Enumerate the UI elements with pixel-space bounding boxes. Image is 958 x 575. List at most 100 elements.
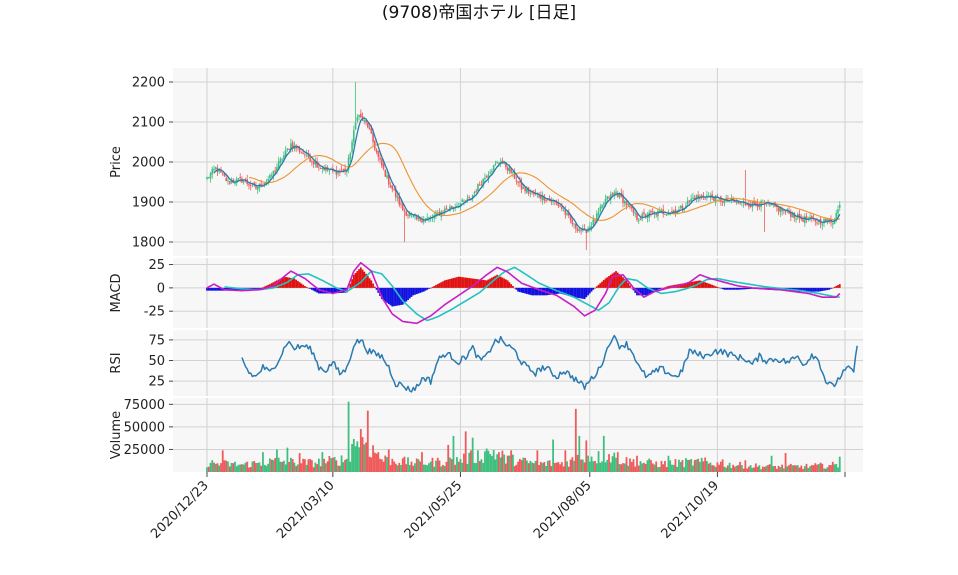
volume-bar: [685, 458, 687, 472]
volume-bar: [583, 462, 586, 472]
macd-hist-bar: [400, 287, 402, 305]
candle-body: [401, 203, 404, 211]
candle: [407, 213, 409, 219]
volume-bar: [545, 465, 548, 472]
volume-bar: [767, 464, 769, 472]
volume-bar: [566, 461, 568, 472]
candle-body: [735, 201, 738, 204]
macd-hist-bar: [510, 284, 513, 288]
volume-bar: [295, 466, 298, 472]
candle-body: [828, 219, 831, 221]
candle-body: [608, 197, 610, 199]
candle-body: [234, 182, 236, 184]
macd-hist-bar: [407, 287, 409, 300]
volume-bar: [417, 459, 420, 472]
candle-body: [302, 152, 304, 154]
candle-body: [318, 166, 320, 168]
candle-body: [443, 208, 446, 213]
candle: [533, 189, 535, 198]
macd-hist-bar: [499, 276, 502, 288]
candle: [651, 207, 654, 215]
candle-body: [489, 172, 491, 174]
volume-bar: [760, 469, 762, 472]
volume-bar: [265, 465, 268, 472]
candle: [449, 204, 451, 212]
candle-body: [492, 164, 495, 171]
volume-bar: [632, 459, 635, 472]
volume-bar: [380, 459, 383, 472]
volume-bar: [713, 465, 715, 472]
candle: [487, 170, 490, 183]
volume-bar: [660, 460, 663, 472]
macd-hist-bar: [602, 280, 605, 288]
candle-body: [419, 218, 422, 221]
macd-hist-bar: [646, 287, 649, 296]
candle: [697, 191, 699, 203]
volume-bar: [335, 460, 338, 472]
volume-bar: [443, 466, 446, 472]
volume-bar: [475, 462, 478, 472]
volume-bar: [779, 467, 782, 472]
macd-hist-bar: [539, 287, 542, 296]
candle: [681, 203, 684, 213]
macd-hist-bar: [276, 280, 278, 288]
macd-hist-bar: [506, 280, 509, 288]
volume-bar: [531, 462, 534, 472]
macd-hist-bar: [740, 287, 743, 290]
volume-bar: [450, 459, 453, 472]
candle-body: [513, 172, 516, 180]
candle: [606, 196, 609, 202]
candle-body: [616, 192, 619, 197]
candle: [634, 209, 637, 218]
volume-bar: [622, 463, 624, 472]
macd-hist-bar: [648, 287, 651, 295]
candle: [590, 222, 593, 232]
candle-body: [599, 206, 602, 212]
x-tick-label: 2021/10/19: [659, 478, 723, 542]
candle-body: [214, 166, 217, 170]
candle-body: [602, 203, 605, 205]
volume-bar: [548, 460, 551, 472]
candle-body: [643, 212, 645, 215]
candle: [601, 204, 603, 210]
candle-body: [255, 185, 257, 189]
macd-hist-bar: [283, 276, 285, 288]
macd-hist-bar: [382, 287, 385, 301]
macd-hist-bar: [317, 287, 320, 294]
candle: [279, 157, 282, 165]
volume-bar: [817, 464, 820, 472]
volume-bar: [473, 462, 476, 472]
macd-tick-label: -25: [144, 305, 165, 320]
candle-body: [471, 194, 474, 199]
candle-body: [279, 158, 282, 164]
macd-hist-bar: [426, 287, 429, 290]
volume-bar: [788, 465, 790, 472]
volume-bar: [459, 458, 462, 472]
macd-hist-bar: [394, 287, 397, 306]
candle: [473, 190, 476, 197]
macd-hist-bar: [559, 287, 561, 294]
volume-bar: [317, 458, 320, 472]
macd-hist-bar: [807, 287, 810, 292]
candle-body: [788, 210, 790, 214]
macd-hist-bar: [422, 287, 425, 292]
volume-bar: [246, 461, 249, 472]
candle-body: [372, 133, 374, 143]
candle-body: [370, 128, 373, 134]
candle-body: [637, 219, 640, 221]
macd-hist-bar: [583, 287, 586, 300]
candle-body: [354, 122, 357, 130]
candle: [788, 206, 790, 215]
candle-body: [679, 205, 682, 208]
candle-body: [510, 168, 512, 173]
candle-body: [475, 190, 477, 192]
macd-hist-bar: [511, 286, 514, 288]
volume-bar: [281, 461, 284, 472]
volume-bar: [429, 461, 432, 472]
candle-body: [494, 163, 497, 165]
volume-bar: [816, 464, 818, 472]
volume-bar: [235, 466, 238, 472]
macd-hist-bar: [310, 287, 313, 290]
macd-hist-bar: [515, 287, 518, 290]
volume-bar: [781, 464, 783, 472]
